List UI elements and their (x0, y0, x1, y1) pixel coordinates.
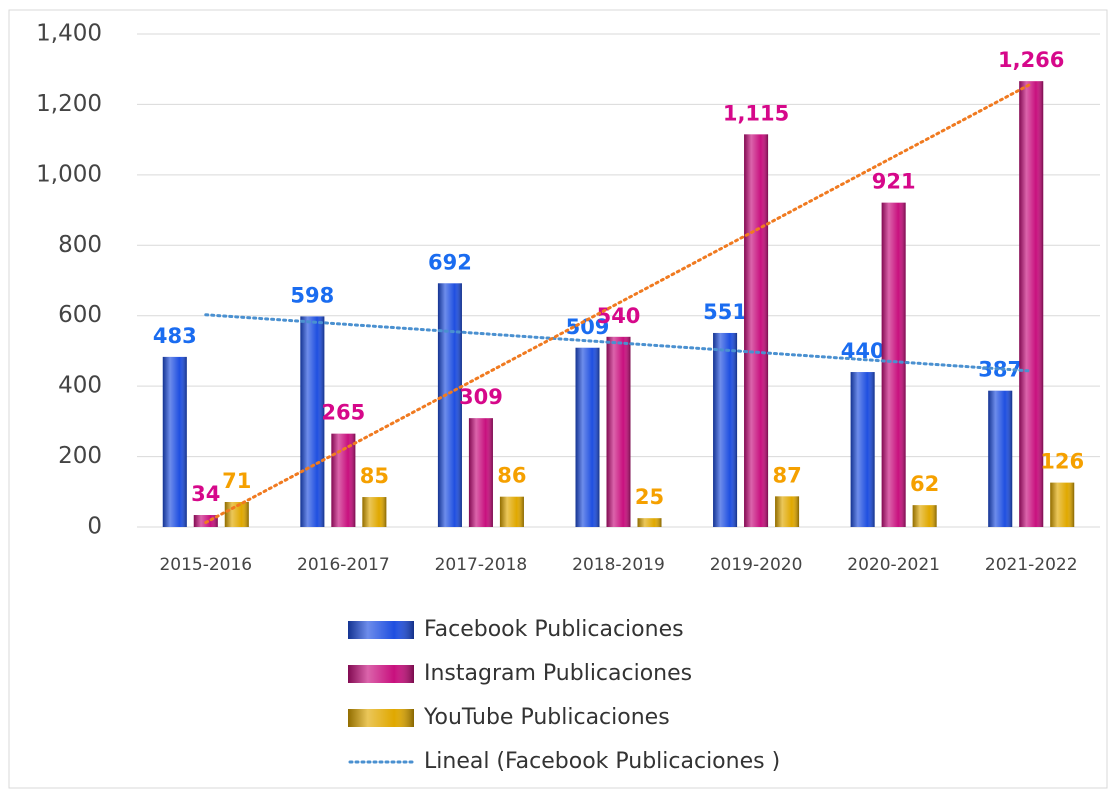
bar-shading (988, 390, 1013, 527)
data-label: 483 (153, 324, 197, 348)
y-tick-label: 600 (58, 302, 102, 328)
y-tick-label: 1,200 (36, 91, 102, 117)
data-label: 598 (290, 283, 334, 307)
data-label: 87 (772, 463, 801, 487)
data-label: 126 (1040, 450, 1084, 474)
legend-label: Facebook Publicaciones (424, 617, 684, 642)
bar-shading (912, 505, 937, 527)
bar-shading (575, 347, 600, 527)
y-tick-label: 200 (58, 443, 102, 469)
x-tick-label: 2019-2020 (710, 555, 803, 575)
bar-shading (300, 316, 325, 527)
trendline (204, 82, 1033, 524)
bar-shading (499, 496, 524, 527)
bar-shading (606, 336, 631, 527)
y-tick-label: 1,000 (36, 161, 102, 187)
data-label: 86 (497, 464, 526, 488)
data-label: 692 (428, 250, 472, 274)
bar-shading (881, 202, 906, 527)
x-tick-label: 2021-2022 (985, 555, 1078, 575)
x-tick-label: 2018-2019 (572, 555, 665, 575)
y-tick-label: 400 (58, 373, 102, 399)
bar-shading (713, 332, 738, 527)
data-label: 34 (191, 482, 220, 506)
data-label: 71 (222, 469, 251, 493)
data-label: 921 (872, 170, 916, 194)
legend-swatch-shading (348, 665, 414, 683)
y-tick-label: 1,400 (36, 21, 102, 47)
bar-shading (637, 518, 662, 527)
data-label: 25 (635, 485, 664, 509)
data-label: 265 (321, 401, 365, 425)
legend-label: Instagram Publicaciones (424, 661, 692, 686)
legend-label: Lineal (Facebook Publicaciones ) (424, 749, 780, 774)
data-label: 62 (910, 472, 939, 496)
chart-frame (8, 9, 1108, 789)
data-label: 309 (459, 385, 503, 409)
legend-label: YouTube Publicaciones (423, 705, 670, 730)
legend-swatch-shading (348, 621, 414, 639)
bar-shading (744, 134, 769, 527)
data-label: 551 (703, 300, 747, 324)
data-label: 1,115 (723, 101, 789, 125)
x-tick-label: 2016-2017 (297, 555, 390, 575)
x-tick-label: 2017-2018 (435, 555, 528, 575)
legend-swatch-shading (348, 709, 414, 727)
x-tick-label: 2015-2016 (159, 555, 252, 575)
bar-shading (850, 372, 875, 527)
data-label: 1,266 (998, 48, 1064, 72)
data-label: 85 (360, 464, 389, 488)
bar-shading (1019, 81, 1044, 528)
bar-shading (437, 283, 462, 527)
bar-shading (1050, 482, 1075, 527)
x-tick-label: 2020-2021 (847, 555, 940, 575)
trendline (204, 313, 1033, 373)
bar-shading (362, 497, 387, 527)
bar-shading (468, 418, 493, 527)
y-tick-label: 0 (87, 514, 102, 540)
bar-shading (162, 356, 187, 527)
y-tick-label: 800 (58, 232, 102, 258)
bar-shading (775, 496, 800, 527)
data-label: 540 (597, 304, 641, 328)
